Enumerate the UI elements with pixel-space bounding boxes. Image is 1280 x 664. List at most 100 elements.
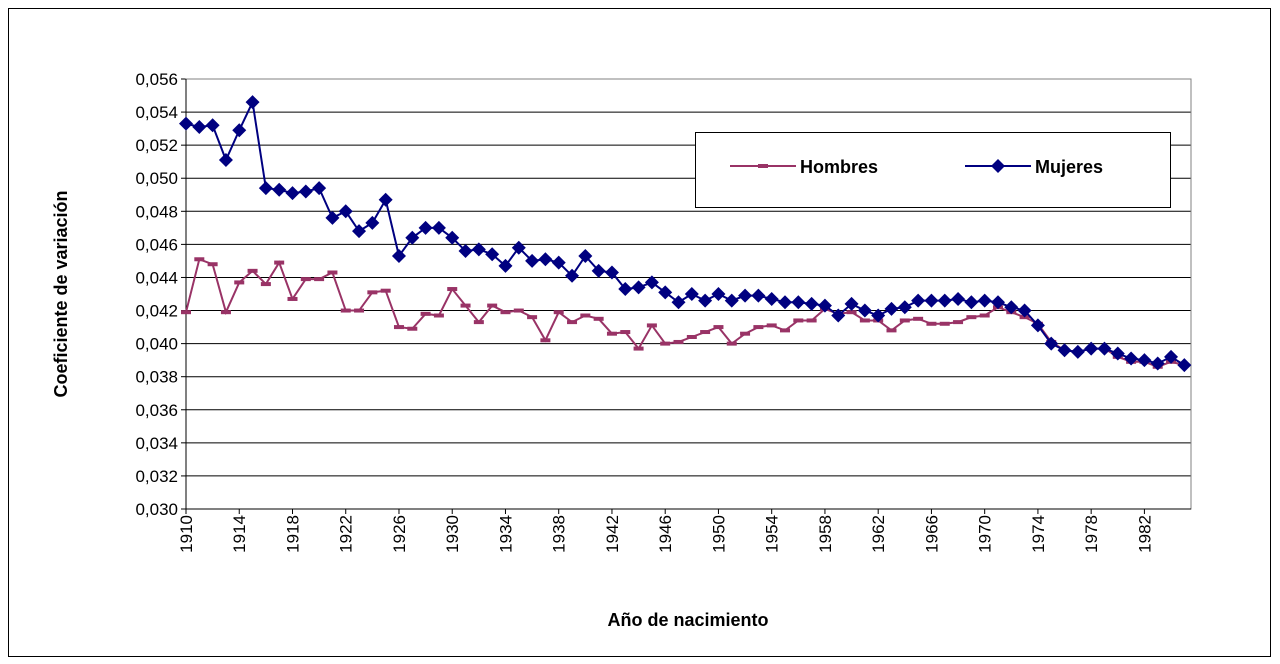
marker-dash xyxy=(207,262,218,267)
marker-diamond xyxy=(804,296,819,311)
y-tick-label: 0,046 xyxy=(135,235,178,254)
marker-dash xyxy=(939,321,950,326)
marker-dash xyxy=(487,303,498,308)
marker-dash xyxy=(260,282,271,287)
marker-dash xyxy=(367,290,378,295)
marker-diamond xyxy=(1110,346,1125,361)
marker-dash xyxy=(766,323,777,328)
y-tick-label: 0,032 xyxy=(135,467,178,486)
marker-dash xyxy=(234,280,245,285)
marker-diamond xyxy=(591,263,606,278)
chart-border xyxy=(8,8,1271,657)
marker-dash xyxy=(433,313,444,318)
marker-diamond xyxy=(817,298,832,313)
x-tick-label: 1966 xyxy=(922,515,941,553)
legend-label: Mujeres xyxy=(1035,157,1103,177)
marker-dash xyxy=(713,325,724,330)
marker-dash xyxy=(913,316,924,321)
marker-diamond xyxy=(1017,303,1032,318)
marker-diamond xyxy=(418,220,433,235)
marker-diamond xyxy=(618,282,633,297)
x-tick-label: 1922 xyxy=(337,515,356,553)
marker-diamond xyxy=(352,224,367,239)
marker-diamond xyxy=(724,293,739,308)
marker-dash xyxy=(407,326,418,331)
marker-diamond xyxy=(751,288,766,303)
marker-dash xyxy=(327,270,338,275)
marker-dash xyxy=(926,321,937,326)
marker-diamond xyxy=(791,295,806,310)
marker-diamond xyxy=(871,308,886,323)
marker-dash xyxy=(673,339,684,344)
x-tick-label: 1950 xyxy=(709,515,728,553)
marker-dash xyxy=(380,288,391,293)
x-tick-label: 1962 xyxy=(869,515,888,553)
y-tick-label: 0,038 xyxy=(135,368,178,387)
marker-diamond xyxy=(232,123,247,138)
marker-diamond xyxy=(1137,353,1152,368)
marker-diamond xyxy=(911,293,926,308)
marker-dash xyxy=(620,330,631,335)
marker-diamond xyxy=(684,287,699,301)
x-tick-label: 1914 xyxy=(230,515,249,553)
marker-diamond xyxy=(698,293,713,308)
marker-diamond xyxy=(844,296,859,311)
series-line xyxy=(185,98,1185,366)
x-tick-label: 1918 xyxy=(283,515,302,553)
marker-dash xyxy=(247,268,258,273)
marker-diamond xyxy=(338,204,353,219)
marker-dash xyxy=(274,260,285,265)
marker-dash xyxy=(886,328,897,333)
marker-diamond xyxy=(298,184,313,199)
marker-dash xyxy=(966,315,977,320)
marker-diamond xyxy=(312,181,327,196)
marker-diamond xyxy=(764,291,779,306)
marker-dash xyxy=(553,310,564,315)
marker-diamond xyxy=(631,280,646,295)
marker-dash xyxy=(793,318,804,323)
marker-dash xyxy=(780,328,791,333)
marker-diamond xyxy=(565,268,580,283)
marker-diamond xyxy=(192,119,207,134)
marker-diamond xyxy=(1177,358,1192,373)
marker-dash xyxy=(726,341,737,346)
marker-dash xyxy=(580,313,591,318)
x-tick-label: 1970 xyxy=(976,515,995,553)
marker-diamond xyxy=(405,230,420,245)
marker-diamond xyxy=(1057,343,1072,358)
marker-diamond xyxy=(431,220,446,235)
marker-diamond xyxy=(179,116,193,131)
x-tick-label: 1942 xyxy=(603,515,622,553)
marker-diamond xyxy=(711,287,726,301)
x-tick-label: 1958 xyxy=(816,515,835,553)
marker-dash xyxy=(753,325,764,330)
marker-diamond xyxy=(258,181,273,196)
marker-diamond xyxy=(272,182,287,197)
legend: Hombres Mujeres xyxy=(695,132,1171,208)
marker-diamond xyxy=(498,258,513,273)
marker-diamond xyxy=(391,248,406,263)
marker-diamond xyxy=(778,295,793,310)
marker-diamond xyxy=(1150,356,1165,371)
x-tick-label: 1978 xyxy=(1082,515,1101,553)
marker-dash xyxy=(393,325,404,330)
marker-dash xyxy=(806,318,817,323)
marker-dash xyxy=(899,318,910,323)
marker-dash xyxy=(740,331,751,336)
marker-diamond xyxy=(604,265,619,280)
marker-diamond xyxy=(285,186,300,201)
marker-diamond xyxy=(831,308,846,323)
legend-label: Hombres xyxy=(800,157,878,177)
marker-diamond xyxy=(671,295,686,310)
y-tick-label: 0,040 xyxy=(135,335,178,354)
marker-diamond xyxy=(458,244,473,258)
marker-diamond xyxy=(245,95,260,110)
marker-dash xyxy=(606,331,617,336)
x-tick-label: 1926 xyxy=(390,515,409,553)
y-tick-label: 0,052 xyxy=(135,136,178,155)
marker-dash xyxy=(314,277,325,282)
x-tick-label: 1954 xyxy=(763,515,782,553)
marker-diamond xyxy=(445,230,460,245)
marker-dash xyxy=(846,310,857,315)
